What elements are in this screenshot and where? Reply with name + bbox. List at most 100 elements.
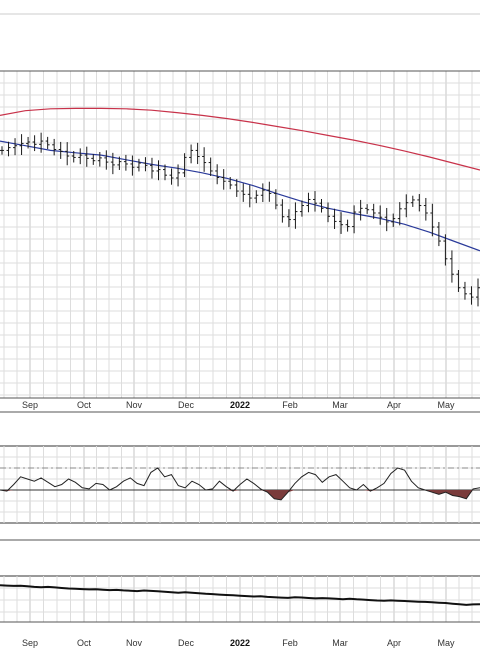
price-bar	[267, 181, 272, 202]
price-bar	[293, 202, 298, 229]
price-bar	[286, 209, 291, 228]
price-bar	[260, 183, 265, 202]
price-bar	[247, 185, 252, 208]
x-tick-label: Apr	[387, 400, 401, 410]
price-bar	[58, 141, 63, 159]
price-bar	[345, 219, 350, 232]
price-bar	[430, 203, 435, 237]
x-tick-label: Mar	[332, 638, 348, 648]
price-bar	[117, 156, 122, 170]
x-tick-label: Dec	[178, 638, 195, 648]
price-bar	[299, 200, 304, 217]
price-bar	[202, 147, 207, 172]
price-grid	[0, 71, 480, 398]
x-tick-label: Oct	[77, 400, 92, 410]
price-bar	[26, 136, 31, 149]
price-bar	[319, 198, 324, 213]
x-tick-label: Feb	[282, 400, 298, 410]
price-x-axis: Sep Oct Nov Dec 2022 Feb Mar Apr May	[22, 400, 455, 410]
price-bar	[332, 208, 337, 229]
price-bar	[417, 194, 422, 212]
price-bar	[136, 158, 141, 172]
x-tick-label: Feb	[282, 638, 298, 648]
price-bar	[169, 168, 174, 185]
price-bar	[352, 205, 357, 234]
price-bar	[462, 281, 467, 300]
price-bar	[449, 250, 454, 283]
price-bar	[404, 194, 409, 218]
price-bar	[110, 152, 115, 175]
price-bar	[32, 135, 37, 152]
price-bar	[189, 144, 194, 164]
price-bar	[52, 138, 57, 156]
price-bar	[97, 152, 102, 167]
x-tick-label: May	[437, 400, 455, 410]
price-bar	[397, 202, 402, 226]
price-bars	[0, 132, 480, 307]
price-bar	[312, 191, 317, 212]
price-bar	[391, 213, 396, 227]
lower-line	[0, 584, 480, 606]
price-bar	[104, 150, 109, 170]
price-bar	[358, 199, 363, 221]
x-tick-label: May	[437, 638, 455, 648]
x-tick-label: Dec	[178, 400, 195, 410]
oscillator-grid	[0, 446, 480, 523]
price-bar	[306, 192, 311, 213]
lower-x-axis: Sep Oct Nov Dec 2022 Feb Mar Apr May	[22, 638, 455, 648]
price-bar	[143, 157, 148, 172]
price-bar	[195, 142, 200, 165]
price-bar	[215, 164, 220, 185]
price-bar	[234, 179, 239, 197]
price-bar	[378, 205, 383, 225]
price-bar	[0, 146, 4, 155]
price-bar	[384, 207, 389, 232]
price-bar	[339, 212, 344, 234]
price-bar	[365, 204, 370, 214]
price-bar	[182, 153, 187, 178]
price-bar	[410, 195, 415, 207]
price-bar	[254, 190, 259, 204]
price-bar	[19, 134, 24, 155]
price-bar	[130, 155, 135, 176]
oscillator-below-fill	[0, 490, 480, 500]
x-tick-label: Sep	[22, 638, 38, 648]
price-bar	[280, 199, 285, 223]
price-bar	[149, 157, 154, 179]
price-bar	[371, 203, 376, 219]
x-tick-label: Nov	[126, 638, 143, 648]
price-bar	[176, 164, 181, 187]
price-bar	[123, 154, 128, 171]
price-bar	[39, 132, 44, 153]
x-tick-label: Nov	[126, 400, 143, 410]
oscillator-panel	[0, 411, 480, 524]
price-bar	[45, 136, 50, 150]
lower-grid	[0, 576, 480, 622]
x-tick-label: 2022	[230, 400, 250, 410]
price-bar	[91, 154, 96, 165]
price-bar	[326, 202, 331, 223]
price-bar	[443, 234, 448, 266]
price-bar	[221, 169, 226, 190]
price-bar	[84, 146, 89, 167]
price-bar	[241, 183, 246, 202]
lower-panel	[0, 539, 480, 623]
x-tick-label: Apr	[387, 638, 401, 648]
price-panel	[0, 70, 480, 399]
x-tick-label: Mar	[332, 400, 348, 410]
x-tick-label: Sep	[22, 400, 38, 410]
price-bar	[78, 148, 83, 165]
price-bar	[156, 160, 161, 181]
price-bar	[6, 141, 11, 157]
price-bar	[273, 189, 278, 210]
price-bar	[456, 270, 461, 292]
x-tick-label: 2022	[230, 638, 250, 648]
price-bar	[436, 221, 441, 247]
oscillator-line	[0, 467, 480, 501]
price-bar	[71, 150, 76, 163]
price-bar	[469, 286, 474, 305]
price-bar	[163, 164, 168, 181]
price-bar	[208, 157, 213, 177]
price-bar	[228, 177, 233, 190]
